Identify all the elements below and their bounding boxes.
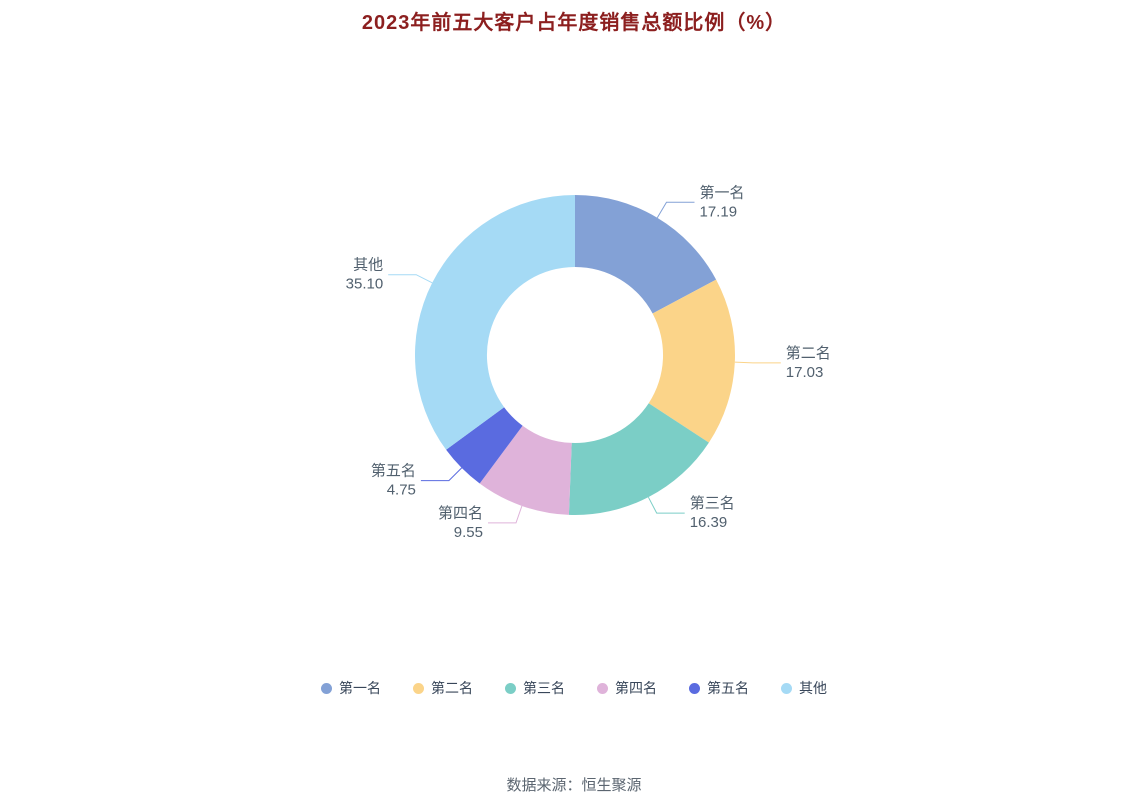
legend-dot <box>321 682 332 694</box>
slice-labels: 第一名 17.19 第二名 17.03 第三名 16.39 第四名 9.55 第… <box>346 183 831 541</box>
leader-line <box>420 467 463 482</box>
slice-label-value: 9.55 <box>454 524 483 541</box>
slice-label-name: 第四名 <box>438 504 483 522</box>
legend-item[interactable]: 第一名 <box>321 678 381 698</box>
legend-item[interactable]: 其他 <box>781 678 827 698</box>
pie-slice[interactable] <box>414 195 575 450</box>
legend-dot <box>597 682 608 694</box>
slice-label-name: 第二名 <box>786 344 831 362</box>
slice-label-value: 35.10 <box>346 276 384 293</box>
pie-slice[interactable] <box>479 425 572 515</box>
legend-label: 第三名 <box>523 680 565 696</box>
legend-label: 第五名 <box>707 680 749 696</box>
pie-slices <box>414 195 735 516</box>
slice-label-name: 其他 <box>353 257 383 274</box>
legend-item[interactable]: 第二名 <box>413 678 473 698</box>
donut-chart: 第一名 17.19 第二名 17.03 第三名 16.39 第四名 9.55 第… <box>346 183 831 541</box>
leader-line <box>647 496 685 514</box>
slice-label-value: 16.39 <box>690 514 728 531</box>
slice-label-value: 4.75 <box>387 482 416 499</box>
slice-label-name: 第一名 <box>700 183 745 201</box>
leader-line <box>734 361 781 364</box>
slice-label-name: 第三名 <box>690 494 735 512</box>
legend-item[interactable]: 第五名 <box>689 678 749 698</box>
legend-dot <box>781 682 792 694</box>
chart-title: 2023年前五大客户占年度销售总额比例（%） <box>361 12 787 34</box>
legend-dot <box>689 682 700 694</box>
pie-slice[interactable] <box>648 279 735 443</box>
legend-label: 第一名 <box>339 680 381 696</box>
legend-item[interactable]: 第三名 <box>505 678 565 698</box>
legend-item[interactable]: 第四名 <box>597 678 657 698</box>
pie-slice[interactable] <box>568 403 709 516</box>
legend-dot <box>505 682 516 694</box>
slice-label-value: 17.03 <box>786 364 824 381</box>
legend-label: 其他 <box>799 680 827 696</box>
leader-line <box>388 274 433 284</box>
leader-lines <box>388 201 781 524</box>
slice-label-name: 第五名 <box>371 462 416 480</box>
pie-slice[interactable] <box>575 195 717 314</box>
legend-label: 第四名 <box>615 680 657 696</box>
slice-label-value: 17.19 <box>700 203 738 220</box>
legend: 第一名 第二名 第三名 第四名 第五名 其他 <box>0 678 1148 698</box>
legend-label: 第二名 <box>431 680 473 696</box>
source-note: 数据来源：恒生聚源 <box>506 777 642 794</box>
leader-line <box>488 505 523 524</box>
leader-line <box>656 201 695 219</box>
legend-dot <box>413 682 424 694</box>
pie-slice[interactable] <box>446 407 523 484</box>
